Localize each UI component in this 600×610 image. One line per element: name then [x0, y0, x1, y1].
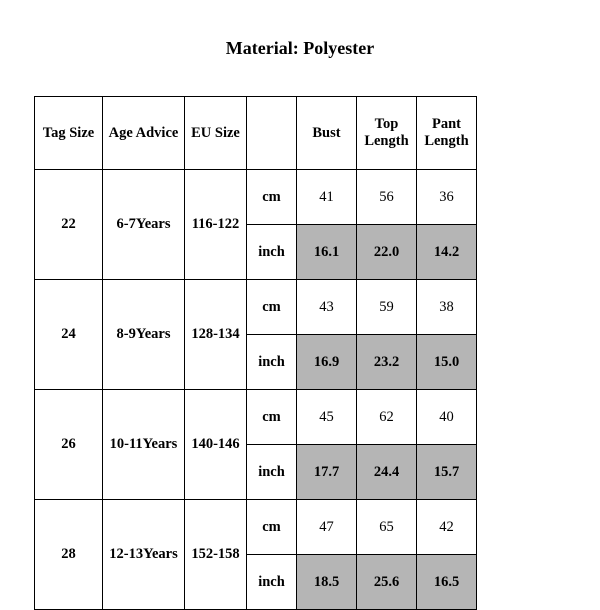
cell-tag: 28	[35, 500, 103, 610]
cell-tag: 24	[35, 280, 103, 390]
cell-pant-inch: 15.0	[417, 335, 477, 390]
cell-unit-cm: cm	[247, 390, 297, 445]
cell-eu: 152-158	[185, 500, 247, 610]
col-eu-size: EU Size	[185, 97, 247, 170]
cell-pant-cm: 36	[417, 170, 477, 225]
cell-unit-cm: cm	[247, 170, 297, 225]
size-table: Tag Size Age Advice EU Size Bust Top Len…	[34, 96, 477, 610]
cell-bust-cm: 41	[297, 170, 357, 225]
cell-bust-inch: 18.5	[297, 555, 357, 610]
cell-eu: 128-134	[185, 280, 247, 390]
cell-tag: 22	[35, 170, 103, 280]
col-unit-blank	[247, 97, 297, 170]
cell-top-inch: 25.6	[357, 555, 417, 610]
cell-top-inch: 23.2	[357, 335, 417, 390]
cell-age: 8-9Years	[103, 280, 185, 390]
col-pant-length-l1: Pant	[424, 116, 468, 133]
col-tag-size: Tag Size	[35, 97, 103, 170]
table-row: 26 10-11Years 140-146 cm 45 62 40	[35, 390, 477, 445]
page: Material: Polyester Tag Size Age Advice …	[0, 0, 600, 600]
table-row: 28 12-13Years 152-158 cm 47 65 42	[35, 500, 477, 555]
cell-top-cm: 59	[357, 280, 417, 335]
cell-pant-inch: 15.7	[417, 445, 477, 500]
cell-eu: 116-122	[185, 170, 247, 280]
table-header-row: Tag Size Age Advice EU Size Bust Top Len…	[35, 97, 477, 170]
cell-unit-inch: inch	[247, 225, 297, 280]
cell-bust-inch: 16.9	[297, 335, 357, 390]
cell-eu: 140-146	[185, 390, 247, 500]
cell-bust-cm: 45	[297, 390, 357, 445]
cell-pant-cm: 38	[417, 280, 477, 335]
cell-bust-inch: 16.1	[297, 225, 357, 280]
col-top-length: Top Length	[357, 97, 417, 170]
cell-pant-inch: 16.5	[417, 555, 477, 610]
cell-unit-cm: cm	[247, 280, 297, 335]
col-bust: Bust	[297, 97, 357, 170]
table-body: 22 6-7Years 116-122 cm 41 56 36 inch 16.…	[35, 170, 477, 610]
cell-unit-cm: cm	[247, 500, 297, 555]
table-row: 22 6-7Years 116-122 cm 41 56 36	[35, 170, 477, 225]
cell-age: 12-13Years	[103, 500, 185, 610]
cell-unit-inch: inch	[247, 555, 297, 610]
cell-top-cm: 56	[357, 170, 417, 225]
cell-pant-inch: 14.2	[417, 225, 477, 280]
cell-pant-cm: 42	[417, 500, 477, 555]
cell-top-cm: 62	[357, 390, 417, 445]
col-pant-length-l2: Length	[424, 133, 468, 150]
cell-bust-inch: 17.7	[297, 445, 357, 500]
col-top-length-l1: Top	[364, 116, 408, 133]
cell-pant-cm: 40	[417, 390, 477, 445]
cell-unit-inch: inch	[247, 445, 297, 500]
cell-top-inch: 22.0	[357, 225, 417, 280]
col-pant-length: Pant Length	[417, 97, 477, 170]
col-top-length-l2: Length	[364, 133, 408, 150]
cell-top-inch: 24.4	[357, 445, 417, 500]
cell-tag: 26	[35, 390, 103, 500]
table-row: 24 8-9Years 128-134 cm 43 59 38	[35, 280, 477, 335]
cell-age: 6-7Years	[103, 170, 185, 280]
cell-bust-cm: 43	[297, 280, 357, 335]
cell-age: 10-11Years	[103, 390, 185, 500]
cell-unit-inch: inch	[247, 335, 297, 390]
col-age-advice: Age Advice	[103, 97, 185, 170]
cell-bust-cm: 47	[297, 500, 357, 555]
cell-top-cm: 65	[357, 500, 417, 555]
page-title: Material: Polyester	[0, 38, 600, 59]
